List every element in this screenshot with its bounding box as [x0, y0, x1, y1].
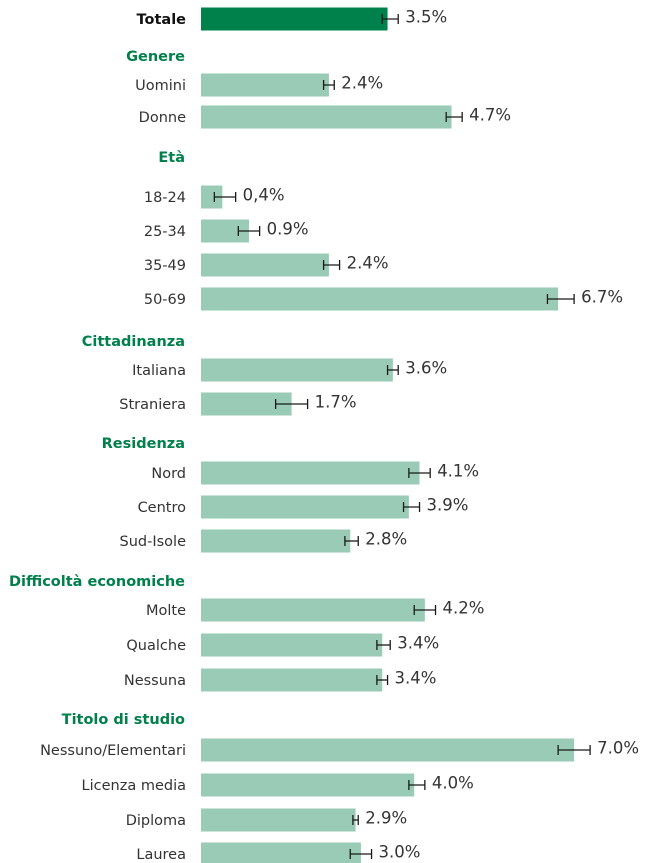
category-label: Uomini: [135, 78, 186, 94]
category-label: 25-34: [144, 224, 186, 240]
bar: [201, 668, 383, 692]
value-label: 3.4%: [397, 634, 439, 653]
value-label: 1.7%: [315, 393, 357, 412]
bar: [201, 842, 361, 863]
bar: [201, 633, 383, 657]
bar: [201, 219, 249, 243]
group-header: Età: [158, 150, 185, 166]
value-label: 0.9%: [267, 220, 309, 239]
category-label: Laurea: [136, 847, 186, 863]
category-label: Nessuna: [124, 673, 186, 689]
bar: [201, 358, 393, 382]
value-label: 4.0%: [432, 774, 474, 793]
category-label: Qualche: [126, 638, 186, 654]
category-label: Licenza media: [82, 778, 186, 794]
category-label: Straniera: [119, 397, 186, 413]
bar: [201, 773, 415, 797]
total-bar: [201, 7, 388, 31]
value-label: 7.0%: [597, 739, 639, 758]
category-label: Diploma: [126, 813, 186, 829]
value-label: 2.9%: [365, 809, 407, 828]
category-label: Italiana: [132, 363, 186, 379]
bar: [201, 253, 329, 277]
bar: [201, 287, 559, 311]
group-header: Residenza: [102, 436, 185, 452]
bar: [201, 495, 409, 519]
bar: [201, 105, 452, 129]
value-label: 3.9%: [427, 496, 469, 515]
bar: [201, 73, 329, 97]
value-label: 0,4%: [243, 186, 285, 205]
bar: [201, 392, 292, 416]
category-label: Totale: [137, 12, 187, 28]
value-label: 3.5%: [405, 8, 447, 27]
group-header: Difficoltà economiche: [9, 574, 185, 590]
group-header: Titolo di studio: [62, 712, 185, 728]
value-label: 3.6%: [405, 359, 447, 378]
bar: [201, 529, 351, 553]
value-label: 6.7%: [581, 288, 623, 307]
group-header: Cittadinanza: [82, 334, 185, 350]
value-label: 4.2%: [443, 599, 485, 618]
category-label: Nessuno/Elementari: [40, 743, 186, 759]
bar: [201, 598, 425, 622]
value-label: 3.4%: [395, 669, 437, 688]
category-label: Sud-Isole: [120, 534, 187, 550]
value-label: 4.1%: [437, 462, 479, 481]
value-label: 2.8%: [365, 530, 407, 549]
bar: [201, 808, 356, 832]
category-label: Centro: [138, 500, 187, 516]
value-label: 4.7%: [469, 106, 511, 125]
category-label: Molte: [146, 603, 186, 619]
category-label: 35-49: [144, 258, 186, 274]
value-label: 3.0%: [379, 843, 421, 862]
category-label: 18-24: [144, 190, 186, 206]
bar: [201, 185, 223, 209]
category-label: 50-69: [144, 292, 186, 308]
bar: [201, 738, 575, 762]
value-label: 2.4%: [347, 254, 389, 273]
value-label: 2.4%: [341, 74, 383, 93]
category-label: Donne: [139, 110, 186, 126]
category-label: Nord: [151, 466, 186, 482]
group-header: Genere: [126, 49, 185, 65]
bar: [201, 461, 420, 485]
